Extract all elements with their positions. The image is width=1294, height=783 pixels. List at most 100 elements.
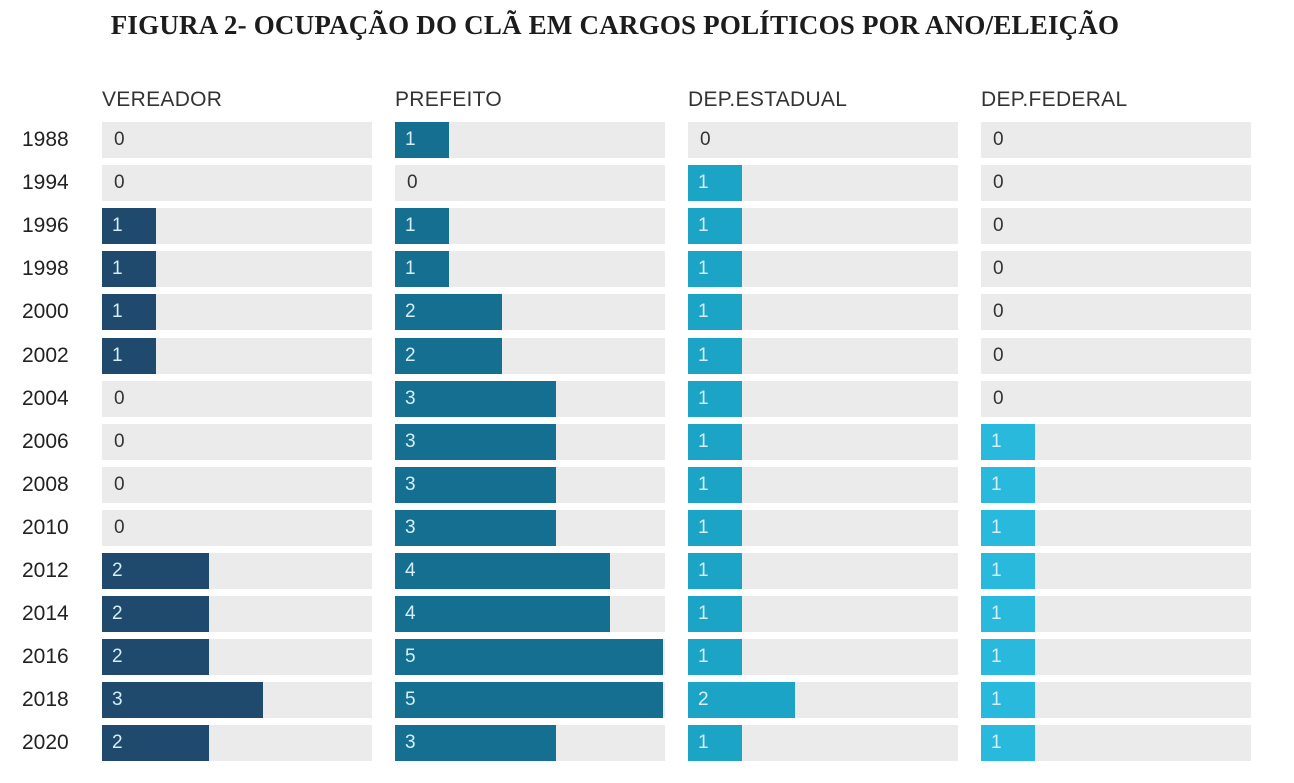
column-header-vereador: VEREADOR	[102, 88, 223, 111]
year-label-1998: 1998	[22, 257, 69, 280]
bar-value-label: 0	[407, 172, 418, 193]
bar-track	[981, 338, 1251, 374]
column-header-dep_estadual: DEP.ESTADUAL	[688, 88, 848, 111]
bar-track	[102, 381, 372, 417]
bar-value-label: 0	[114, 431, 125, 452]
bar-dep_estadual-2016	[688, 639, 742, 675]
bar-value-label: 0	[114, 517, 125, 538]
bar-value-label: 2	[112, 646, 123, 667]
bar-vereador-1998	[102, 251, 156, 287]
bar-track	[102, 467, 372, 503]
column-header-dep_federal: DEP.FEDERAL	[981, 88, 1128, 111]
bar-value-label: 1	[698, 172, 709, 193]
bar-dep_estadual-2010	[688, 510, 742, 546]
bar-vereador-2012	[102, 553, 209, 589]
bar-value-label: 1	[698, 646, 709, 667]
bar-value-label: 3	[405, 517, 416, 538]
year-label-2014: 2014	[22, 602, 69, 625]
bar-value-label: 1	[698, 732, 709, 753]
bar-vereador-2018	[102, 682, 263, 718]
bar-value-label: 0	[993, 172, 1004, 193]
bar-dep_federal-2012	[981, 553, 1035, 589]
year-label-2000: 2000	[22, 300, 69, 323]
bar-value-label: 0	[993, 388, 1004, 409]
bar-value-label: 1	[991, 517, 1002, 538]
bar-dep_estadual-2008	[688, 467, 742, 503]
bar-dep_federal-2006	[981, 424, 1035, 460]
bar-prefeito-2010	[395, 510, 556, 546]
bar-value-label: 3	[405, 732, 416, 753]
bar-dep_estadual-2012	[688, 553, 742, 589]
bar-vereador-2000	[102, 294, 156, 330]
bar-track	[981, 294, 1251, 330]
bar-prefeito-2002	[395, 338, 502, 374]
bar-dep_federal-2014	[981, 596, 1035, 632]
year-label-1994: 1994	[22, 171, 69, 194]
bar-dep_estadual-1998	[688, 251, 742, 287]
bar-value-label: 1	[112, 215, 123, 236]
bar-value-label: 0	[993, 345, 1004, 366]
bar-track	[395, 165, 665, 201]
bar-value-label: 1	[112, 258, 123, 279]
bar-value-label: 3	[405, 388, 416, 409]
bar-value-label: 3	[112, 689, 123, 710]
bar-dep_federal-2020	[981, 725, 1035, 761]
bar-value-label: 1	[991, 431, 1002, 452]
chart-title: FIGURA 2- OCUPAÇÃO DO CLÃ EM CARGOS POLÍ…	[110, 10, 1120, 40]
bar-track	[981, 381, 1251, 417]
bar-value-label: 1	[698, 301, 709, 322]
bar-vereador-1996	[102, 208, 156, 244]
bar-value-label: 1	[991, 603, 1002, 624]
bar-vereador-2016	[102, 639, 209, 675]
bar-value-label: 1	[991, 646, 1002, 667]
bar-prefeito-2008	[395, 467, 556, 503]
bar-value-label: 1	[405, 258, 416, 279]
bar-value-label: 2	[698, 689, 709, 710]
year-label-2012: 2012	[22, 559, 69, 582]
bar-value-label: 0	[114, 129, 125, 150]
bar-prefeito-1998	[395, 251, 449, 287]
bar-value-label: 1	[698, 215, 709, 236]
year-label-2010: 2010	[22, 516, 69, 539]
bar-dep_estadual-2004	[688, 381, 742, 417]
bar-dep_estadual-2020	[688, 725, 742, 761]
bar-value-label: 1	[698, 560, 709, 581]
bar-value-label: 1	[698, 474, 709, 495]
bar-dep_estadual-2000	[688, 294, 742, 330]
bar-track	[102, 510, 372, 546]
bar-value-label: 2	[405, 345, 416, 366]
bar-value-label: 2	[112, 560, 123, 581]
bar-value-label: 5	[405, 646, 416, 667]
bar-value-label: 1	[991, 689, 1002, 710]
bar-value-label: 1	[698, 258, 709, 279]
bar-value-label: 4	[405, 603, 416, 624]
bar-value-label: 0	[993, 129, 1004, 150]
bar-prefeito-1988	[395, 122, 449, 158]
year-label-2008: 2008	[22, 473, 69, 496]
bar-prefeito-2016	[395, 639, 663, 675]
bar-track	[981, 165, 1251, 201]
bar-value-label: 0	[993, 258, 1004, 279]
bar-dep_federal-2016	[981, 639, 1035, 675]
bar-vereador-2014	[102, 596, 209, 632]
bar-value-label: 1	[698, 517, 709, 538]
bar-vereador-2020	[102, 725, 209, 761]
year-label-2018: 2018	[22, 688, 69, 711]
bar-prefeito-1996	[395, 208, 449, 244]
bar-value-label: 1	[698, 388, 709, 409]
bar-value-label: 2	[112, 732, 123, 753]
bar-dep_estadual-1996	[688, 208, 742, 244]
bar-value-label: 3	[405, 431, 416, 452]
bar-track	[981, 208, 1251, 244]
bar-track	[102, 424, 372, 460]
bar-value-label: 3	[405, 474, 416, 495]
bar-dep_estadual-1994	[688, 165, 742, 201]
bar-dep_estadual-2018	[688, 682, 795, 718]
bar-value-label: 1	[698, 431, 709, 452]
bar-track	[688, 122, 958, 158]
year-label-2004: 2004	[22, 387, 69, 410]
bar-track	[981, 251, 1251, 287]
bar-prefeito-2018	[395, 682, 663, 718]
bar-dep_federal-2018	[981, 682, 1035, 718]
